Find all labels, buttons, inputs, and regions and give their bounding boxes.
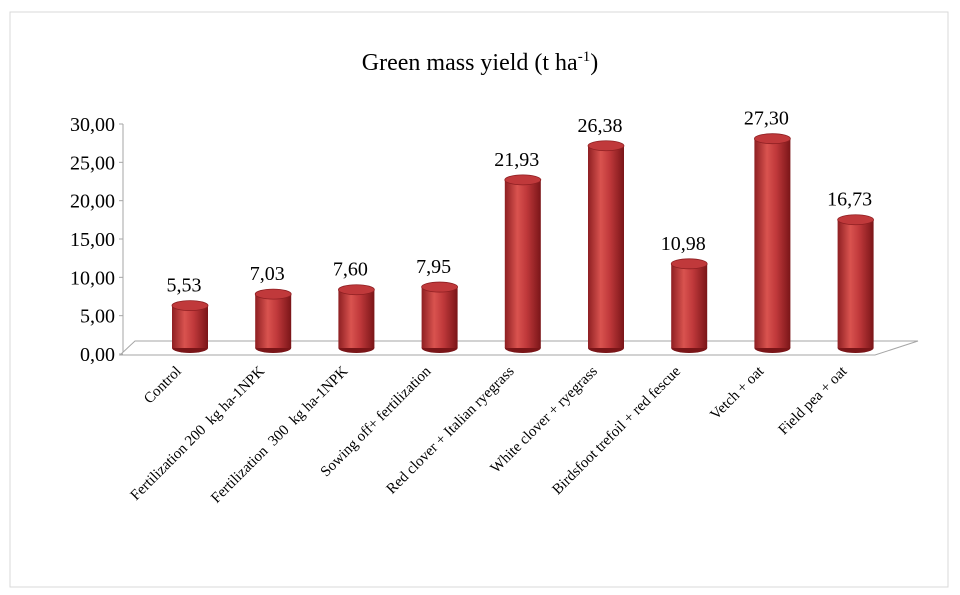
bar — [172, 305, 208, 348]
chart-border — [9, 11, 949, 588]
bar — [754, 138, 791, 348]
bar — [837, 219, 874, 348]
value-label: 26,38 — [578, 115, 623, 137]
bar — [671, 263, 708, 348]
title-end: ) — [590, 50, 598, 76]
y-tick-label: 10,00 — [70, 267, 115, 289]
value-label: 10,98 — [661, 233, 706, 255]
bar — [255, 294, 292, 348]
chart-title: Green mass yield (t ha-1) — [362, 49, 598, 76]
title-main: Green mass yield (t ha — [362, 50, 578, 76]
bar — [421, 287, 458, 348]
y-tick-label: 20,00 — [70, 191, 115, 213]
value-label: 27,30 — [744, 108, 789, 130]
bar — [504, 179, 541, 348]
y-tick-label: 15,00 — [70, 229, 115, 251]
value-label: 5,53 — [167, 275, 202, 297]
value-label: 16,73 — [827, 189, 872, 211]
bar-cap — [504, 174, 542, 186]
title-superscript: -1 — [578, 49, 591, 65]
value-label: 7,60 — [333, 259, 368, 281]
y-tick-label: 5,00 — [80, 306, 115, 328]
bar — [588, 145, 624, 348]
bar-cap — [670, 258, 708, 270]
bar-cap — [337, 284, 375, 296]
bar-cap — [587, 140, 625, 152]
y-tick-label: 30,00 — [70, 114, 115, 136]
bar-cap — [171, 300, 209, 312]
bar-cap — [254, 288, 292, 300]
value-label: 21,93 — [494, 149, 539, 171]
bar — [338, 289, 375, 348]
y-tick-label: 25,00 — [70, 152, 115, 174]
bar-cap — [421, 281, 459, 293]
bar-cap — [754, 133, 791, 145]
bar-cap — [837, 214, 874, 226]
value-label: 7,95 — [416, 256, 451, 278]
value-label: 7,03 — [250, 263, 285, 285]
y-tick-label: 0,00 — [80, 344, 115, 366]
